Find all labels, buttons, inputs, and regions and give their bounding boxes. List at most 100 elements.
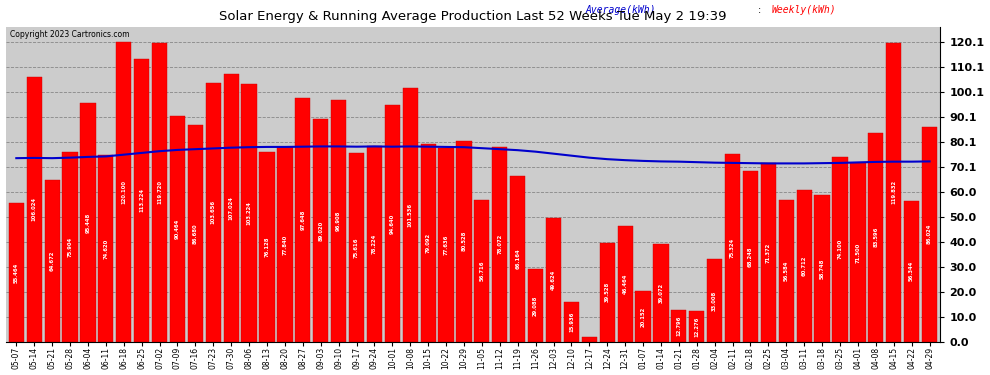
Bar	[707, 259, 723, 342]
Text: 86.024: 86.024	[927, 224, 932, 245]
Text: 12.276: 12.276	[694, 316, 699, 336]
Text: 12.796: 12.796	[676, 315, 681, 336]
Text: 96.908: 96.908	[337, 210, 342, 231]
Bar	[242, 84, 256, 342]
Text: :: :	[758, 4, 764, 15]
Bar	[134, 59, 149, 342]
Bar	[636, 291, 650, 342]
Text: 119.832: 119.832	[891, 180, 896, 204]
Bar	[528, 269, 544, 342]
Text: 20.152: 20.152	[641, 306, 645, 327]
Bar	[98, 155, 114, 342]
Text: 75.904: 75.904	[67, 237, 72, 257]
Text: Weekly(kWh): Weekly(kWh)	[772, 4, 837, 15]
Text: 56.344: 56.344	[909, 261, 914, 282]
Bar	[170, 116, 185, 342]
Bar	[618, 226, 633, 342]
Text: 75.616: 75.616	[354, 237, 359, 258]
Bar	[510, 177, 526, 342]
Bar	[850, 163, 865, 342]
Bar	[313, 119, 329, 342]
Bar	[62, 152, 77, 342]
Text: 60.712: 60.712	[802, 256, 807, 276]
Text: 120.100: 120.100	[121, 180, 127, 204]
Text: Copyright 2023 Cartronics.com: Copyright 2023 Cartronics.com	[10, 30, 130, 39]
Bar	[545, 218, 561, 342]
Text: 86.680: 86.680	[193, 223, 198, 244]
Bar	[259, 152, 274, 342]
Bar	[868, 133, 883, 342]
Text: 68.248: 68.248	[748, 246, 753, 267]
Text: 75.324: 75.324	[730, 237, 735, 258]
Title: Solar Energy & Running Average Production Last 52 Weeks Tue May 2 19:39: Solar Energy & Running Average Productio…	[219, 10, 727, 23]
Bar	[563, 302, 579, 342]
Text: 56.716: 56.716	[479, 261, 484, 281]
Text: 77.840: 77.840	[282, 234, 287, 255]
Text: 78.224: 78.224	[372, 234, 377, 254]
Text: Average(kWh): Average(kWh)	[585, 4, 655, 15]
Text: 101.536: 101.536	[408, 203, 413, 227]
Bar	[833, 157, 847, 342]
Text: 78.072: 78.072	[497, 234, 502, 254]
Bar	[689, 311, 704, 342]
Text: 90.464: 90.464	[175, 219, 180, 239]
Bar	[653, 244, 668, 342]
Bar	[815, 195, 830, 342]
Bar	[725, 154, 741, 342]
Bar	[27, 77, 42, 342]
Bar	[295, 98, 311, 342]
Text: 103.656: 103.656	[211, 200, 216, 224]
Text: 33.008: 33.008	[712, 290, 717, 310]
Bar	[367, 146, 382, 342]
Bar	[277, 147, 292, 342]
Bar	[45, 180, 59, 342]
Text: 29.088: 29.088	[533, 295, 539, 315]
Text: 55.464: 55.464	[14, 262, 19, 282]
Text: 74.100: 74.100	[838, 239, 842, 259]
Text: 58.748: 58.748	[820, 258, 825, 279]
Bar	[760, 164, 776, 342]
Bar	[779, 200, 794, 342]
Text: 77.636: 77.636	[444, 234, 448, 255]
Bar	[439, 148, 453, 342]
Text: 80.528: 80.528	[461, 231, 466, 251]
Bar	[331, 100, 346, 342]
Text: 94.640: 94.640	[390, 213, 395, 234]
Text: 107.024: 107.024	[229, 196, 234, 220]
Text: 97.648: 97.648	[300, 210, 305, 230]
Bar	[922, 127, 938, 342]
Text: 66.164: 66.164	[515, 249, 520, 269]
Bar	[797, 190, 812, 342]
Text: 39.528: 39.528	[605, 282, 610, 302]
Bar	[742, 171, 758, 342]
Bar	[80, 104, 96, 342]
Text: 74.620: 74.620	[103, 238, 108, 259]
Bar	[385, 105, 400, 342]
Text: 71.372: 71.372	[766, 242, 771, 262]
Bar	[421, 144, 436, 342]
Bar	[904, 201, 920, 342]
Bar	[582, 337, 597, 342]
Text: 83.596: 83.596	[873, 227, 878, 248]
Text: 106.024: 106.024	[32, 197, 37, 221]
Text: 76.128: 76.128	[264, 236, 269, 257]
Bar	[188, 125, 203, 342]
Text: 49.624: 49.624	[551, 270, 556, 290]
Bar	[116, 42, 132, 342]
Text: 103.224: 103.224	[247, 201, 251, 225]
Text: 15.936: 15.936	[569, 312, 574, 332]
Text: 71.500: 71.500	[855, 242, 860, 262]
Text: 56.584: 56.584	[784, 261, 789, 281]
Text: 46.464: 46.464	[623, 273, 628, 294]
Bar	[9, 203, 24, 342]
Bar	[403, 88, 418, 342]
Text: 119.720: 119.720	[157, 180, 162, 204]
Bar	[456, 141, 471, 342]
Bar	[348, 153, 364, 342]
Text: 64.672: 64.672	[50, 251, 54, 271]
Text: 79.092: 79.092	[426, 233, 431, 253]
Text: 39.072: 39.072	[658, 283, 663, 303]
Bar	[206, 83, 221, 342]
Bar	[151, 43, 167, 342]
Text: 95.448: 95.448	[85, 212, 90, 232]
